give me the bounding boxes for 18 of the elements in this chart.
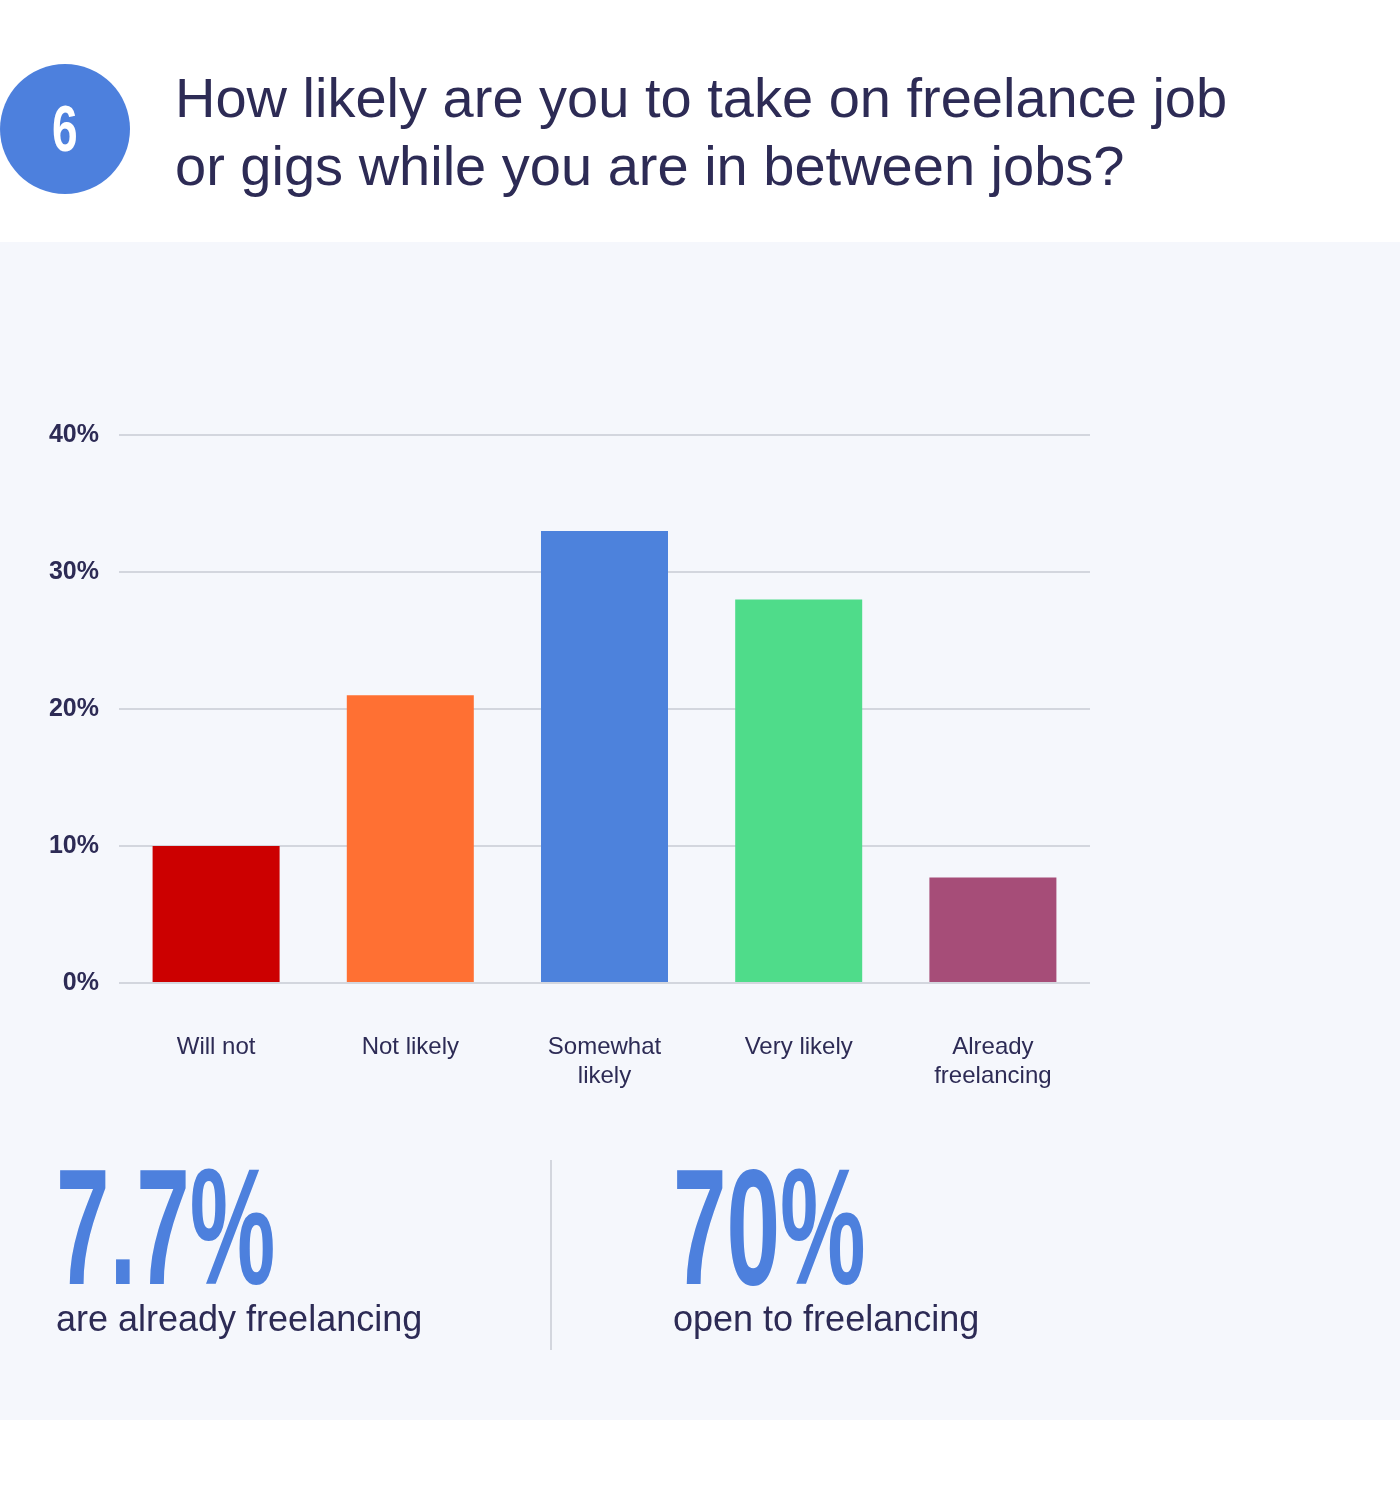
bar [735,599,863,982]
y-tick-label: 20% [48,692,99,721]
y-tick-label: 0% [62,966,99,995]
y-tick-label: 40% [48,418,99,447]
x-tick-label: Somewhat likely [547,1032,662,1088]
x-tick-label: Very likely [744,1032,853,1060]
x-tick-label: Not likely [361,1032,459,1060]
chart-title: How likely are you to take on freelance job or gigs while you are in between jobs? [175,65,1229,199]
x-tick-label: Will not [176,1032,256,1060]
text: open to freelancing [673,1298,980,1340]
text: 6 [52,93,78,165]
y-tick-label: 30% [48,555,99,584]
bar [929,877,1057,982]
x-tick-label: Already freelancing [934,1032,1052,1088]
y-tick-label: 10% [48,829,99,858]
bar [541,530,668,982]
bar [152,846,280,982]
bar [346,695,474,982]
